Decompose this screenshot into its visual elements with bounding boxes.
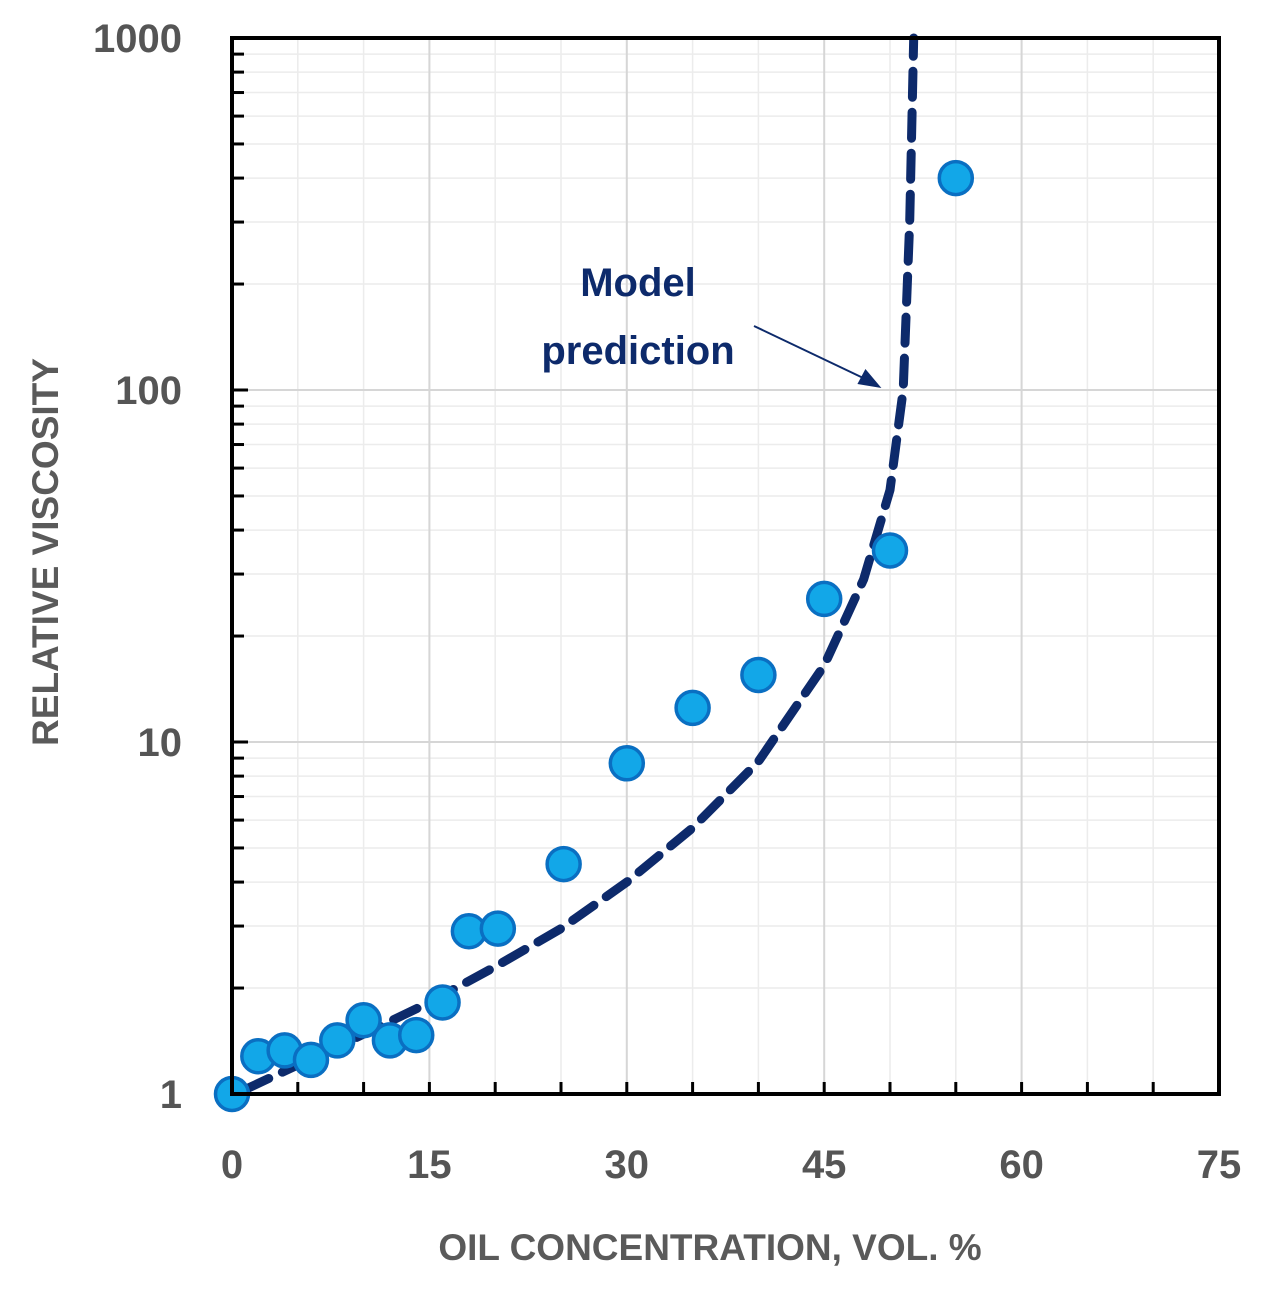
- data-point: [674, 689, 711, 727]
- data-point: [292, 1041, 330, 1079]
- data-point: [345, 1002, 382, 1039]
- y-tick-label: 1: [160, 1073, 182, 1117]
- data-point: [608, 745, 646, 782]
- ticks-layer: [230, 36, 1221, 1096]
- annotation-arrowhead: [857, 369, 882, 388]
- y-tick-label: 1000: [93, 17, 182, 61]
- points-layer: [213, 159, 975, 1113]
- annotation-line-1: Model: [580, 261, 696, 305]
- annotation-line-2: prediction: [541, 329, 734, 373]
- y-tick-label: 100: [115, 369, 182, 413]
- model-layer: [240, 33, 919, 1094]
- data-point: [479, 910, 517, 947]
- x-axis-title: OIL CONCENTRATION, VOL. %: [438, 1227, 981, 1268]
- data-point: [545, 845, 582, 883]
- data-point: [319, 1022, 356, 1059]
- data-point: [937, 159, 975, 197]
- y-axis-title: RELATIVE VISCOSITY: [25, 358, 66, 746]
- x-tick-label: 15: [407, 1143, 452, 1187]
- y-tick-label: 10: [138, 721, 183, 765]
- x-tick-label: 60: [999, 1143, 1044, 1187]
- annotation-arrow: [753, 325, 868, 381]
- x-tick-label: 0: [221, 1143, 243, 1187]
- x-tick-label: 30: [605, 1143, 650, 1187]
- data-point: [740, 656, 777, 694]
- data-point: [397, 1016, 435, 1054]
- data-point: [424, 984, 461, 1021]
- grid-major: [231, 37, 1220, 1095]
- plot-frame: [230, 36, 1221, 1096]
- model-prediction-line: [240, 33, 919, 1094]
- x-tick-label: 75: [1197, 1143, 1242, 1187]
- x-tick-label: 45: [802, 1143, 847, 1187]
- labels-layer: 0 15 30 45 60 75 1 10 100 1000: [93, 17, 1241, 1187]
- grid-minor: [232, 38, 1219, 1094]
- data-point: [871, 532, 909, 569]
- model-prediction-annotation: Model prediction: [541, 261, 882, 388]
- data-point: [805, 580, 843, 618]
